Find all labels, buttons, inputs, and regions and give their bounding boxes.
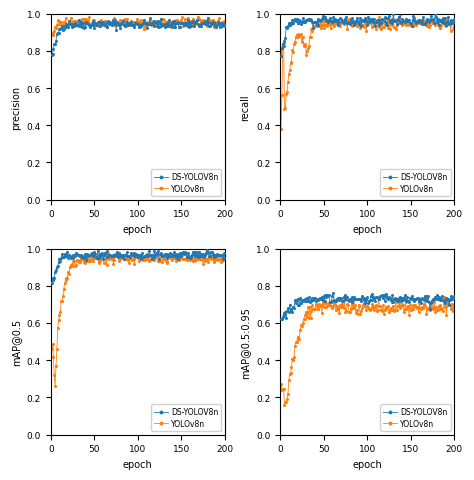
DS-YOLOV8n	[438, 297, 443, 302]
DS-YOLOV8n	[208, 21, 214, 26]
DS-YOLOV8n	[310, 298, 316, 303]
DS-YOLOV8n	[49, 281, 55, 287]
DS-YOLOV8n	[451, 294, 457, 300]
DS-YOLOV8n	[324, 293, 330, 299]
Y-axis label: mAP@0.5: mAP@0.5	[11, 318, 21, 365]
DS-YOLOV8n	[278, 54, 284, 60]
DS-YOLOV8n	[214, 23, 220, 29]
Line: YOLOv8n: YOLOv8n	[280, 297, 455, 406]
YOLOv8n	[96, 261, 101, 267]
DS-YOLOV8n	[95, 249, 100, 254]
DS-YOLOV8n	[214, 252, 220, 257]
DS-YOLOV8n	[56, 260, 62, 266]
X-axis label: epoch: epoch	[352, 225, 382, 234]
YOLOv8n	[222, 257, 228, 263]
YOLOv8n	[49, 347, 55, 352]
X-axis label: epoch: epoch	[123, 459, 153, 469]
YOLOv8n	[438, 26, 443, 32]
Legend: DS-YOLOV8n, YOLOv8n: DS-YOLOV8n, YOLOv8n	[151, 170, 221, 196]
DS-YOLOV8n	[222, 24, 228, 30]
YOLOv8n	[285, 80, 291, 85]
YOLOv8n	[278, 382, 284, 387]
YOLOv8n	[96, 24, 101, 30]
YOLOv8n	[441, 295, 447, 300]
YOLOv8n	[49, 32, 55, 38]
YOLOv8n	[289, 60, 294, 65]
YOLOv8n	[60, 294, 66, 300]
YOLOv8n	[60, 23, 66, 28]
Line: YOLOv8n: YOLOv8n	[51, 17, 226, 37]
YOLOv8n	[82, 22, 88, 28]
Line: DS-YOLOV8n: DS-YOLOV8n	[51, 250, 226, 284]
YOLOv8n	[50, 34, 55, 39]
DS-YOLOV8n	[444, 23, 449, 29]
YOLOv8n	[310, 24, 316, 30]
DS-YOLOV8n	[59, 24, 65, 29]
DS-YOLOV8n	[285, 24, 291, 30]
DS-YOLOV8n	[324, 19, 330, 24]
YOLOv8n	[398, 13, 403, 19]
YOLOv8n	[209, 252, 215, 258]
YOLOv8n	[278, 127, 284, 132]
YOLOv8n	[209, 18, 215, 24]
YOLOv8n	[222, 21, 228, 26]
DS-YOLOV8n	[59, 252, 65, 258]
Y-axis label: recall: recall	[240, 94, 250, 120]
DS-YOLOV8n	[438, 19, 443, 24]
Legend: DS-YOLOV8n, YOLOv8n: DS-YOLOV8n, YOLOv8n	[380, 405, 450, 431]
DS-YOLOV8n	[278, 316, 284, 322]
YOLOv8n	[215, 258, 221, 264]
YOLOv8n	[194, 250, 200, 255]
YOLOv8n	[451, 24, 457, 30]
X-axis label: epoch: epoch	[123, 225, 153, 234]
DS-YOLOV8n	[81, 253, 87, 259]
DS-YOLOV8n	[222, 256, 228, 262]
YOLOv8n	[56, 312, 62, 318]
DS-YOLOV8n	[204, 248, 210, 254]
Line: DS-YOLOV8n: DS-YOLOV8n	[280, 14, 455, 57]
Legend: DS-YOLOV8n, YOLOv8n: DS-YOLOV8n, YOLOv8n	[380, 170, 450, 196]
Y-axis label: mAP@0.5:0.95: mAP@0.5:0.95	[240, 306, 250, 378]
DS-YOLOV8n	[310, 25, 316, 31]
DS-YOLOV8n	[391, 12, 396, 18]
YOLOv8n	[82, 261, 88, 266]
DS-YOLOV8n	[451, 17, 457, 23]
DS-YOLOV8n	[444, 296, 449, 301]
YOLOv8n	[325, 301, 331, 307]
DS-YOLOV8n	[330, 290, 336, 296]
DS-YOLOV8n	[205, 16, 210, 22]
YOLOv8n	[282, 402, 287, 408]
Line: YOLOv8n: YOLOv8n	[280, 16, 455, 131]
YOLOv8n	[438, 303, 443, 309]
Legend: DS-YOLOV8n, YOLOv8n: DS-YOLOV8n, YOLOv8n	[151, 405, 221, 431]
DS-YOLOV8n	[289, 23, 294, 28]
YOLOv8n	[52, 383, 58, 389]
DS-YOLOV8n	[208, 249, 214, 255]
Line: DS-YOLOV8n: DS-YOLOV8n	[280, 292, 455, 320]
DS-YOLOV8n	[95, 21, 100, 26]
DS-YOLOV8n	[49, 53, 55, 59]
DS-YOLOV8n	[289, 307, 294, 312]
DS-YOLOV8n	[81, 26, 87, 32]
YOLOv8n	[444, 24, 449, 30]
YOLOv8n	[215, 19, 221, 24]
X-axis label: epoch: epoch	[352, 459, 382, 469]
Line: YOLOv8n: YOLOv8n	[51, 252, 226, 387]
YOLOv8n	[451, 303, 457, 309]
YOLOv8n	[324, 24, 330, 30]
YOLOv8n	[56, 23, 62, 28]
YOLOv8n	[311, 307, 317, 312]
YOLOv8n	[290, 356, 295, 362]
DS-YOLOV8n	[56, 31, 62, 36]
YOLOv8n	[445, 300, 450, 306]
YOLOv8n	[195, 15, 201, 21]
YOLOv8n	[286, 378, 292, 384]
DS-YOLOV8n	[285, 305, 291, 311]
Line: DS-YOLOV8n: DS-YOLOV8n	[51, 18, 226, 57]
Y-axis label: precision: precision	[11, 85, 21, 130]
